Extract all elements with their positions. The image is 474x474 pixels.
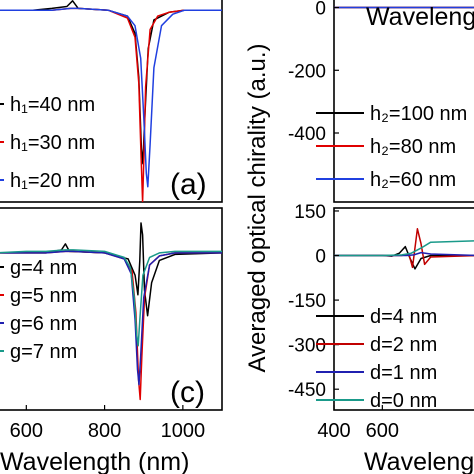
panel-c-legend-label-3: g=7 nm <box>10 341 77 363</box>
panel-a-series-line-2 <box>0 7 222 188</box>
panel-d-y-tick-label-2: -150 <box>288 291 326 312</box>
panel-a-series <box>0 0 222 202</box>
panel-c-series-line-3 <box>0 249 222 347</box>
panel-b-legend-label-1: h₂=80 nm <box>370 136 456 158</box>
panel-c-x-tick-label-0: 600 <box>10 420 43 442</box>
x-axis-label-bottom-right: Wavelength (nm) <box>364 448 474 474</box>
panel-a-legend-label-0: h₁=40 nm <box>10 94 95 116</box>
panel-a-legend-label-1: h₁=30 nm <box>10 132 95 154</box>
panel-d-series-line-3 <box>334 240 474 257</box>
panel-d-y-tick-label-3: -300 <box>288 336 326 357</box>
x-axis-label-top-right: Wavelength (nm) <box>366 3 474 31</box>
panel-c-legend-label-1: g=5 nm <box>10 285 77 307</box>
panel-d-legend-label-3: d=0 nm <box>370 390 437 412</box>
panel-b-y-tick-label-2: -400 <box>288 124 326 145</box>
panel-b-legend-label-0: h₂=100 nm <box>370 103 467 125</box>
panel-d-frame <box>333 207 474 411</box>
panel-a-frame <box>0 0 223 203</box>
legends: h₁=40 nm h₁=30 nm h₁=20 nm h₂=100 nm h₂=80 n… <box>0 94 467 412</box>
panel-d-legend-label-1: d=2 nm <box>370 334 437 356</box>
panel-d-series <box>334 228 474 270</box>
panel-c-x-tick-label-2: 1000 <box>161 420 206 442</box>
panel-c-x-tick-label-1: 800 <box>88 420 121 442</box>
panel-a-label: (a) <box>170 168 207 201</box>
panel-d-y-tick-label-1: 0 <box>315 247 326 268</box>
panel-b-y-tick-label-0: 0 <box>315 0 326 20</box>
panel-b-frame <box>333 0 474 203</box>
panel-c-legend-label-0: g=4 nm <box>10 257 77 279</box>
panel-a-legend-label-2: h₁=20 nm <box>10 170 95 192</box>
panel-c-series <box>0 222 222 401</box>
panel-d-series-line-0 <box>334 245 474 270</box>
panel-c-frame <box>0 207 223 411</box>
panel-c-label: (c) <box>170 376 205 409</box>
panel-b-y-tick-label-1: -200 <box>288 61 326 82</box>
panel-b-legend-label-2: h₂=60 nm <box>370 169 456 191</box>
y-axis-label: Averaged optical chirality (a.u.) <box>244 43 271 372</box>
axis-ticks: 0 -200 -400 600 800 1000 400 600 150 0 -150 -300 -45… <box>10 0 399 442</box>
x-axis-label-left: Wavelength (nm) <box>0 448 189 474</box>
panel-d-legend-label-0: d=4 nm <box>370 306 437 328</box>
panel-d-legend-label-2: d=1 nm <box>370 362 437 384</box>
panel-d-x-tick-label-1: 600 <box>366 420 399 442</box>
panel-c-legend-label-2: g=6 nm <box>10 313 77 335</box>
panel-d-x-tick-label-0: 400 <box>317 420 350 442</box>
panel-d-y-tick-label-4: -450 <box>288 380 326 401</box>
panel-d-y-tick-label-0: 150 <box>294 202 326 223</box>
